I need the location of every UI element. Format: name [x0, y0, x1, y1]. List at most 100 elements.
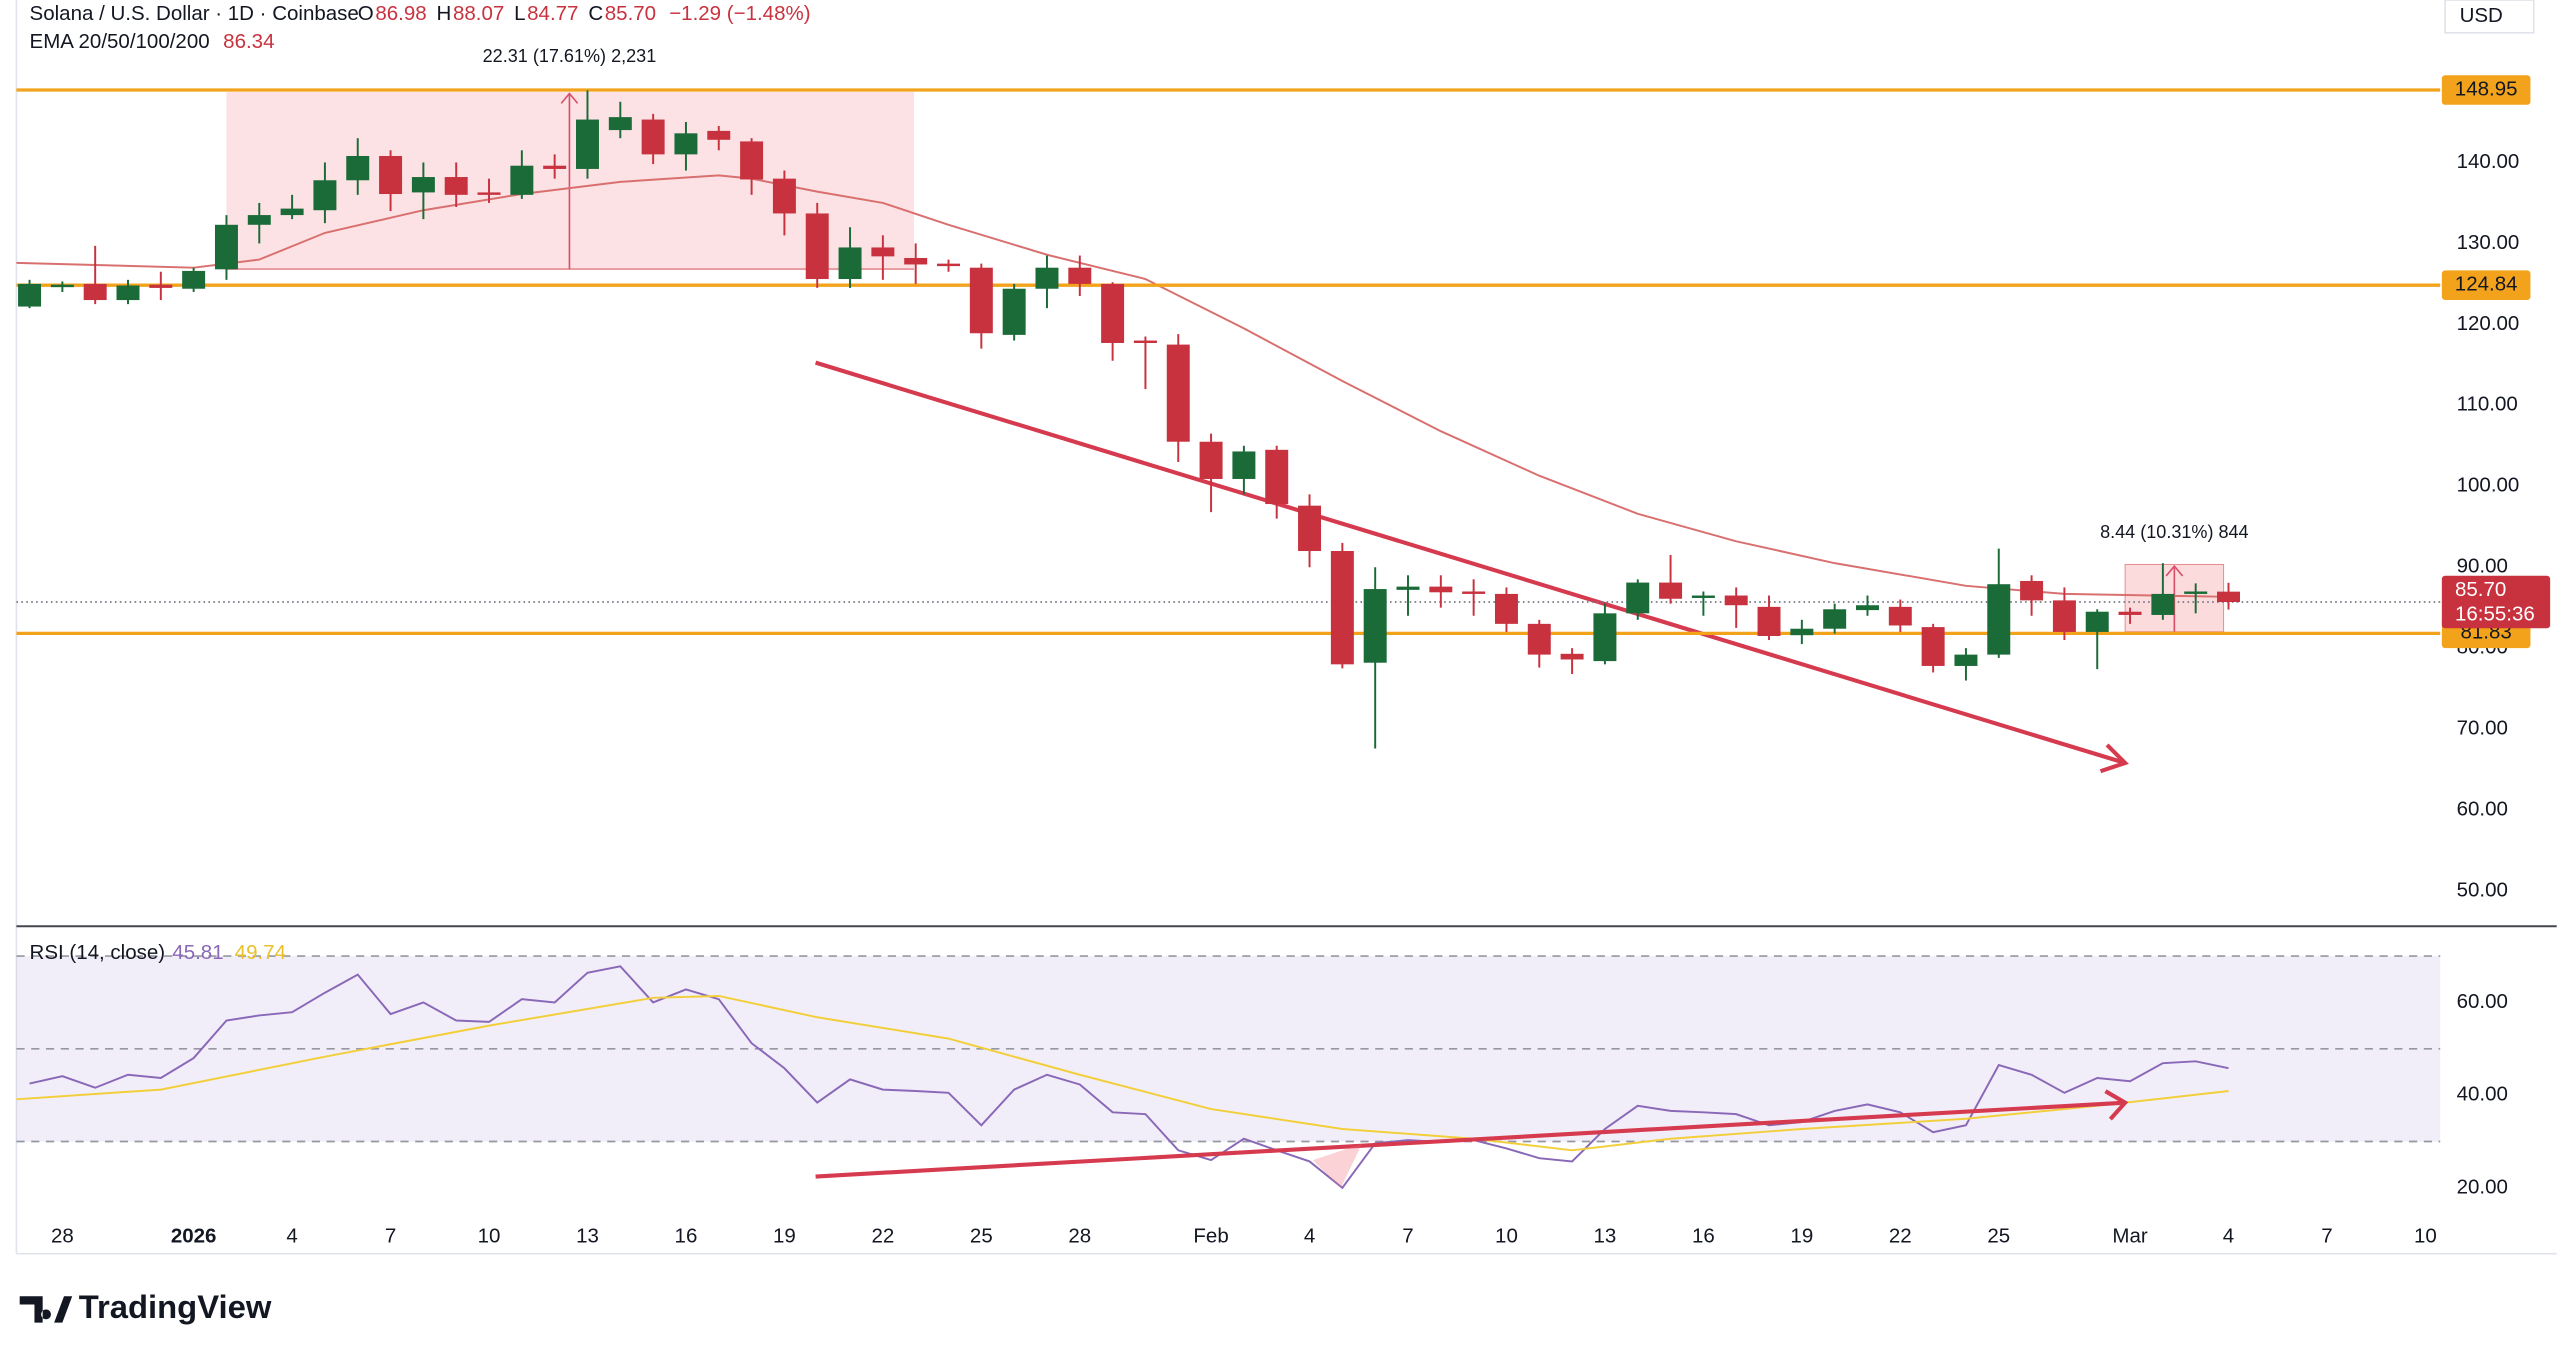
candle-body — [1888, 606, 1912, 626]
candle-body — [1954, 654, 1978, 666]
brand-name: TradingView — [79, 1288, 272, 1325]
ema-legend: EMA 20/50/100/200 — [30, 30, 210, 53]
candle-body — [247, 215, 271, 225]
candle-body — [1790, 628, 1814, 636]
candle-body — [674, 133, 698, 155]
last-price-box — [2441, 575, 2551, 629]
rsi-legend: RSI (14, close) — [30, 941, 166, 964]
x-tick-label: Mar — [2112, 1225, 2147, 1248]
x-tick-label: 7 — [1402, 1225, 1413, 1248]
x-tick-label: 28 — [51, 1225, 74, 1248]
candle-body — [280, 208, 304, 216]
candle-body — [182, 270, 206, 289]
candle-body — [1429, 586, 1453, 593]
rsi-ma-value: 49.74 — [235, 941, 286, 964]
brand-logo — [19, 1296, 73, 1323]
currency-box — [2444, 0, 2535, 34]
y-tick-label: 130.00 — [2457, 231, 2520, 254]
candle-body — [477, 192, 501, 195]
candle-body — [1527, 623, 1551, 655]
candle-body — [1462, 591, 1486, 594]
candle-body — [346, 155, 370, 181]
level-label: 148.95 — [2455, 77, 2518, 100]
ohlc-value: 85.70 — [605, 2, 656, 25]
measure-label: 8.44 (10.31%) 844 — [2100, 522, 2249, 542]
change: −1.29 (−1.48%) — [669, 2, 810, 25]
x-tick-label: 4 — [1304, 1225, 1315, 1248]
x-tick-label: 10 — [2414, 1225, 2437, 1248]
x-tick-label: 13 — [1594, 1225, 1617, 1248]
countdown: 16:55:36 — [2455, 603, 2535, 626]
x-tick-label: 10 — [478, 1225, 501, 1248]
x-tick-label: Feb — [1193, 1225, 1228, 1248]
ohlc-key: C — [588, 2, 603, 25]
currency: USD — [2460, 4, 2503, 27]
x-tick-label: 22 — [1889, 1225, 1912, 1248]
candle-body — [116, 285, 140, 301]
candle-body — [608, 117, 632, 131]
candle-body — [149, 284, 173, 288]
candle-body — [1593, 613, 1617, 662]
candle-body — [444, 177, 468, 195]
candle-body — [1298, 505, 1322, 552]
ema-value: 86.34 — [223, 30, 274, 53]
candle-body — [1133, 340, 1157, 344]
level-label-box — [2441, 270, 2531, 300]
rsi-trend-arrow-head — [2104, 1089, 2129, 1121]
ohlc-value: 84.77 — [527, 2, 578, 25]
x-tick-label: 10 — [1495, 1225, 1518, 1248]
candle-body — [2184, 591, 2208, 594]
candle-body — [838, 247, 862, 280]
candle-body — [510, 165, 534, 195]
x-tick-label: 25 — [1987, 1225, 2010, 1248]
candle-body — [2020, 580, 2044, 601]
candle-body — [871, 247, 895, 257]
candle-body — [543, 165, 567, 169]
x-tick-label: 19 — [1790, 1225, 1813, 1248]
ohlc-key: H — [436, 2, 451, 25]
candle-body — [1626, 582, 1650, 614]
x-tick-label: 2026 — [171, 1225, 217, 1248]
y-tick-label: 90.00 — [2457, 555, 2508, 578]
last-price-label: 85.70 — [2455, 578, 2506, 601]
candle-body — [1035, 267, 1059, 289]
candle-body — [2052, 600, 2076, 632]
candle-body — [1823, 609, 1847, 629]
x-tick-label: 7 — [2321, 1225, 2332, 1248]
candle-body — [707, 130, 731, 140]
candle-body — [740, 141, 764, 180]
rsi-line — [16, 994, 2229, 1152]
y-tick-label: 70.00 — [2457, 717, 2508, 740]
rsi-line — [29, 965, 2229, 1190]
x-tick-label: 7 — [385, 1225, 396, 1248]
y-tick-label: 110.00 — [2457, 393, 2518, 416]
x-tick-label: 13 — [576, 1225, 599, 1248]
x-tick-label: 25 — [970, 1225, 993, 1248]
candle-body — [1166, 344, 1190, 442]
candle-body — [1560, 653, 1584, 660]
candle-body — [937, 263, 960, 267]
candle-body — [1856, 605, 1879, 611]
trend-arrow-head — [2099, 743, 2129, 774]
candle-body — [1002, 288, 1026, 335]
measure-arrow-head — [560, 92, 579, 104]
y-tick-label: 100.00 — [2457, 474, 2520, 497]
candle-body — [1659, 582, 1683, 599]
candle-body — [1724, 595, 1748, 606]
candle-body — [1921, 627, 1945, 666]
candle-body — [1691, 595, 1715, 598]
x-tick-label: 28 — [1068, 1225, 1091, 1248]
candle-body — [2217, 591, 2240, 603]
candle-body — [1363, 589, 1387, 663]
candle-body — [1494, 593, 1518, 624]
x-tick-label: 22 — [871, 1225, 894, 1248]
candle-body — [379, 155, 403, 195]
plot: 50.0060.0070.0080.0090.00100.00110.00120… — [16, 75, 2551, 1248]
candle-body — [1757, 606, 1781, 637]
ohlc-key: O — [358, 2, 374, 25]
x-tick-label: 4 — [2223, 1225, 2234, 1248]
y-tick-label: 20.00 — [2457, 1175, 2508, 1198]
